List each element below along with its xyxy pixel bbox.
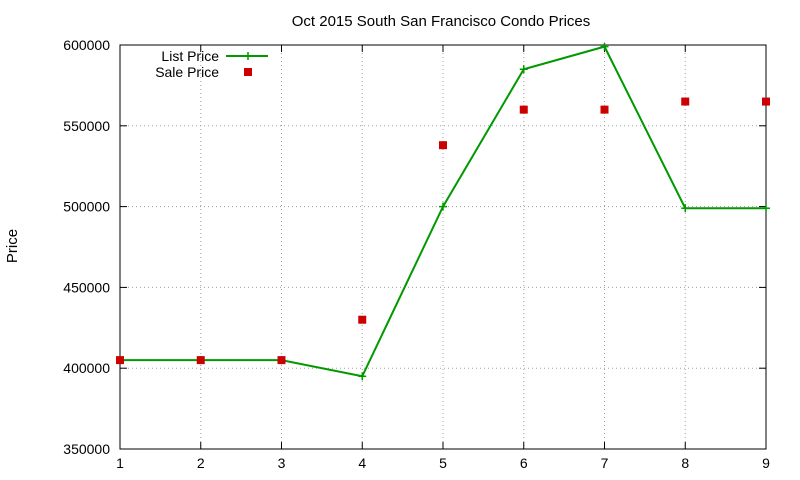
data-point <box>196 356 205 365</box>
y-tick-label: 450000 <box>63 279 110 295</box>
series-line-0 <box>120 45 766 378</box>
y-tick-label: 500000 <box>63 199 110 215</box>
data-point <box>439 141 447 150</box>
y-tick-label: 350000 <box>63 441 110 457</box>
y-axis-label: Price <box>4 229 21 263</box>
grid <box>120 45 766 449</box>
x-tick-label: 7 <box>601 455 609 471</box>
data-point <box>762 204 770 213</box>
x-tick-label: 2 <box>197 455 205 471</box>
y-tick-label: 550000 <box>63 118 110 134</box>
data-point <box>681 204 690 213</box>
x-tick-label: 5 <box>439 455 447 471</box>
data-point <box>519 65 528 74</box>
data-point <box>600 105 609 114</box>
x-tick-label: 9 <box>762 455 770 471</box>
legend-label: Sale Price <box>155 64 219 80</box>
legend-swatch-marker <box>244 52 252 60</box>
x-tick-label: 4 <box>358 455 366 471</box>
data-point <box>358 372 367 381</box>
data-point <box>439 202 447 211</box>
x-tick-label: 8 <box>681 455 689 471</box>
series-layer <box>116 42 770 381</box>
series-1 <box>116 97 770 365</box>
axis-ticks <box>119 44 767 450</box>
x-tick-label: 1 <box>116 455 124 471</box>
data-point <box>277 356 286 365</box>
data-point <box>358 315 367 324</box>
axis-tick-labels: 1 2 3 4 5 6 7 8 9 350000 400000 450000 500000 550000 6… <box>63 37 770 471</box>
legend-swatch-marker <box>244 68 252 76</box>
data-point <box>600 42 609 51</box>
data-point <box>116 356 124 365</box>
legend-entry-1: Sale Price <box>155 64 252 80</box>
y-tick-label: 400000 <box>63 360 110 376</box>
y-tick-label: 600000 <box>63 37 110 53</box>
legend-label: List Price <box>161 48 219 64</box>
data-point <box>519 105 528 114</box>
legend-entry-0: List Price <box>161 48 268 64</box>
data-point <box>762 97 770 106</box>
chart-title: Oct 2015 South San Francisco Condo Price… <box>292 13 591 30</box>
data-point <box>681 97 690 106</box>
x-tick-label: 3 <box>278 455 286 471</box>
x-tick-label: 6 <box>520 455 528 471</box>
